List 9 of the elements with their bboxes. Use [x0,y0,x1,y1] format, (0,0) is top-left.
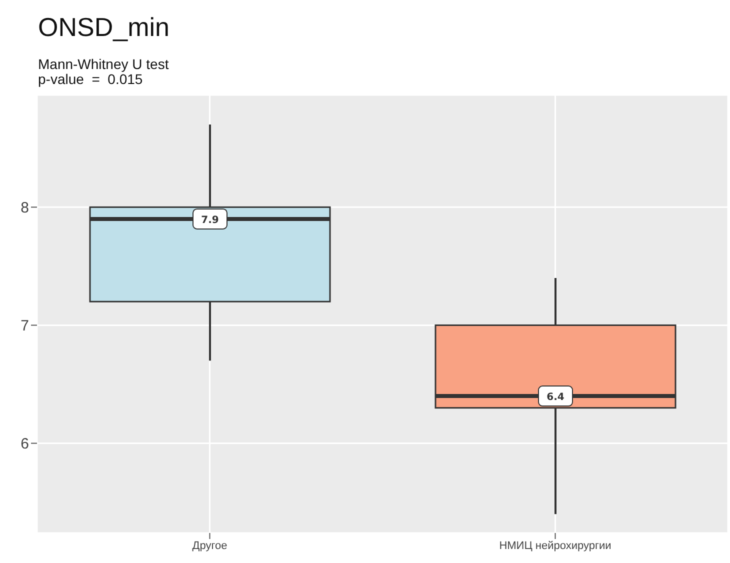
chart-title: ONSD_min [38,12,170,43]
x-tick-label: Другое [192,540,228,552]
y-tick-label: 8 [20,199,29,216]
annotation: 7.9 [201,214,219,226]
y-tick-label: 6 [20,436,29,453]
x-tick-label: НМИЦ нейрохирургии [499,540,612,552]
chart-subtitle: Mann-Whitney U test p-value = 0.015 [38,56,169,87]
annotation: 6.4 [546,392,564,404]
y-tick-label: 7 [20,318,29,335]
